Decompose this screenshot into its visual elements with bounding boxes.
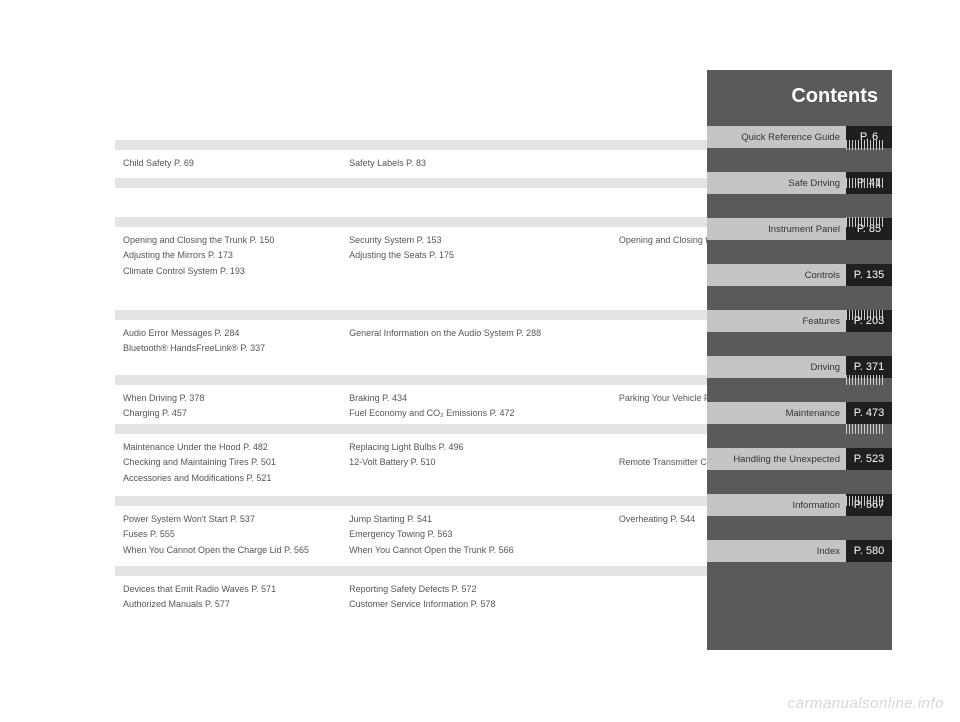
- content-cell: Braking P. 434: [349, 391, 619, 406]
- connector-stripes: [846, 375, 884, 385]
- contents-sidebar: Contents Quick Reference GuideP. 6Safe D…: [707, 70, 892, 650]
- content-cell: [349, 341, 619, 356]
- connector-stripes: [846, 310, 884, 320]
- content-cell: Bluetooth® HandsFreeLink® P. 337: [123, 341, 349, 356]
- content-cell: Adjusting the Mirrors P. 173: [123, 248, 349, 263]
- tab-label: Handling the Unexpected: [707, 448, 846, 470]
- content-cell: When You Cannot Open the Trunk P. 566: [349, 543, 619, 558]
- content-cell: Climate Control System P. 193: [123, 264, 349, 279]
- connector-stripes: [846, 424, 884, 434]
- content-cell: Audio Error Messages P. 284: [123, 326, 349, 341]
- content-cell: Emergency Towing P. 563: [349, 527, 619, 542]
- content-cell: Fuel Economy and CO₂ Emissions P. 472: [349, 406, 619, 421]
- content-cell: [349, 264, 619, 279]
- content-cell: Power System Won't Start P. 537: [123, 512, 349, 527]
- tab-label: Maintenance: [707, 402, 846, 424]
- content-cell: Reporting Safety Defects P. 572: [349, 582, 619, 597]
- tab-label: Index: [707, 540, 846, 562]
- content-cell: Maintenance Under the Hood P. 482: [123, 440, 349, 455]
- content-cell: Charging P. 457: [123, 406, 349, 421]
- content-cell: Checking and Maintaining Tires P. 501: [123, 455, 349, 470]
- tab-label: Information: [707, 494, 846, 516]
- content-cell: Customer Service Information P. 578: [349, 597, 619, 612]
- tab-label: Controls: [707, 264, 846, 286]
- sidebar-tab[interactable]: ControlsP. 135: [707, 264, 892, 286]
- content-cell: Accessories and Modifications P. 521: [123, 471, 349, 486]
- tab-page: P. 135: [846, 264, 892, 286]
- sidebar-tab[interactable]: MaintenanceP. 473: [707, 402, 892, 424]
- connector-stripes: [846, 496, 884, 506]
- content-cell: Devices that Emit Radio Waves P. 571: [123, 582, 349, 597]
- content-cell: Adjusting the Seats P. 175: [349, 248, 619, 263]
- tab-page: P. 580: [846, 540, 892, 562]
- connector-stripes: [846, 178, 884, 188]
- content-cell: Fuses P. 555: [123, 527, 349, 542]
- content-cell: 12-Volt Battery P. 510: [349, 455, 619, 470]
- content-cell: Security System P. 153: [349, 233, 619, 248]
- tab-label: Instrument Panel: [707, 218, 846, 240]
- content-cell: When You Cannot Open the Charge Lid P. 5…: [123, 543, 349, 558]
- tab-label: Features: [707, 310, 846, 332]
- content-cell: [349, 471, 619, 486]
- tab-label: Driving: [707, 356, 846, 378]
- content-cell: Authorized Manuals P. 577: [123, 597, 349, 612]
- tab-label: Quick Reference Guide: [707, 126, 846, 148]
- content-cell: Jump Starting P. 541: [349, 512, 619, 527]
- sidebar-title: Contents: [707, 85, 892, 108]
- watermark: carmanualsonline.info: [788, 695, 944, 712]
- content-cell: Safety Labels P. 83: [349, 156, 619, 171]
- tab-page: P. 523: [846, 448, 892, 470]
- content-cell: Child Safety P. 69: [123, 156, 349, 171]
- sidebar-tab[interactable]: Handling the UnexpectedP. 523: [707, 448, 892, 470]
- connector-stripes: [846, 140, 884, 150]
- tab-page: P. 473: [846, 402, 892, 424]
- content-cell: Replacing Light Bulbs P. 496: [349, 440, 619, 455]
- sidebar-tab[interactable]: IndexP. 580: [707, 540, 892, 562]
- connector-stripes: [846, 217, 884, 227]
- content-cell: General Information on the Audio System …: [349, 326, 619, 341]
- content-cell: When Driving P. 378: [123, 391, 349, 406]
- content-cell: Opening and Closing the Trunk P. 150: [123, 233, 349, 248]
- tab-label: Safe Driving: [707, 172, 846, 194]
